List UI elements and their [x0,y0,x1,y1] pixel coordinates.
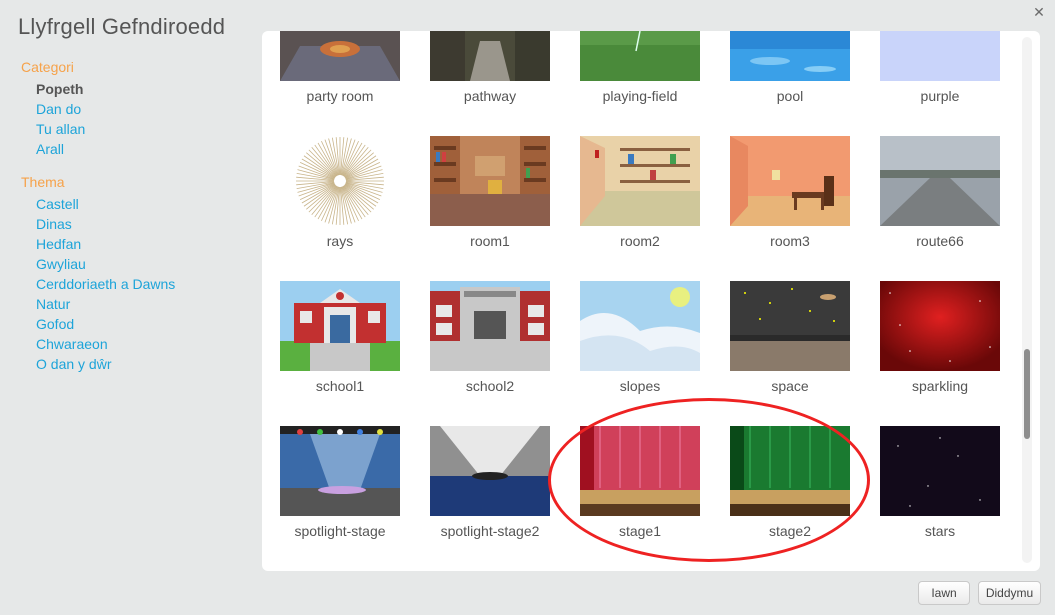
backdrop-thumbnail [730,31,850,81]
backdrop-thumbnail [430,426,550,516]
backdrop-label: spotlight-stage [294,523,386,539]
theme-hedfan[interactable]: Hedfan [36,236,82,252]
backdrop-thumbnail [880,31,1000,81]
category-tu-allan[interactable]: Tu allan [36,121,86,137]
backdrop-tile-pool[interactable]: pool [712,31,852,161]
cancel-button[interactable]: Diddymu [978,581,1041,605]
backdrop-label: space [771,378,809,394]
backdrop-thumbnail [580,31,700,81]
backdrop-tile-route66[interactable]: route66 [862,136,1002,266]
backdrop-tile-slopes[interactable]: slopes [562,281,702,411]
backdrop-library-panel: party room pathway playing-field pool pu… [262,31,1040,571]
backdrop-label: party room [306,88,374,104]
theme-gwyliau[interactable]: Gwyliau [36,256,86,272]
backdrop-thumbnail [730,136,850,226]
backdrop-tile-spotlight-stage[interactable]: spotlight-stage [262,426,402,556]
backdrop-thumbnail [580,426,700,516]
backdrop-label: school2 [465,378,515,394]
backdrop-tile-stage1[interactable]: stage1 [562,426,702,556]
backdrop-tile-pathway[interactable]: pathway [412,31,552,161]
theme-dinas[interactable]: Dinas [36,216,72,232]
backdrop-label: route66 [916,233,964,249]
backdrop-label: slopes [619,378,661,394]
backdrop-label: spotlight-stage2 [440,523,540,539]
backdrop-thumbnail [280,31,400,81]
category-arall[interactable]: Arall [36,141,65,157]
backdrop-tile-rays[interactable]: rays [262,136,402,266]
backdrop-tile-space[interactable]: space [712,281,852,411]
backdrop-thumbnail [880,136,1000,226]
backdrop-tile-school2[interactable]: school2 [412,281,552,411]
backdrop-tile-party-room[interactable]: party room [262,31,402,161]
scrollbar-thumb[interactable] [1024,349,1030,439]
theme-natur[interactable]: Natur [36,296,71,312]
backdrop-thumbnail [430,136,550,226]
category-heading: Categori [21,59,74,75]
backdrop-label: purple [920,88,960,104]
backdrop-tile-school1[interactable]: school1 [262,281,402,411]
backdrop-thumbnail [280,281,400,371]
backdrop-tile-purple[interactable]: purple [862,31,1002,161]
theme-o-dan-y-dwr[interactable]: O dan y dŵr [36,356,112,372]
backdrop-tile-room2[interactable]: room2 [562,136,702,266]
backdrop-tile-stars[interactable]: stars [862,426,1002,556]
theme-heading: Thema [21,174,65,190]
scrollbar[interactable] [1022,37,1032,563]
theme-castell[interactable]: Castell [36,196,79,212]
backdrop-label: stars [924,523,956,539]
backdrop-thumbnail [730,281,850,371]
backdrop-label: school1 [315,378,365,394]
category-dan-do[interactable]: Dan do [36,101,82,117]
backdrop-thumbnail [880,281,1000,371]
backdrop-label: pool [776,88,804,104]
theme-chwaraeon[interactable]: Chwaraeon [36,336,108,352]
backdrop-tile-playing-field[interactable]: playing-field [562,31,702,161]
theme-cerddoriaeth-a-dawns[interactable]: Cerddoriaeth a Dawns [36,276,176,292]
backdrop-label: room1 [470,233,510,249]
category-popeth[interactable]: Popeth [36,81,84,97]
backdrop-label: sparkling [911,378,969,394]
backdrop-thumbnail [430,281,550,371]
backdrop-tile-room1[interactable]: room1 [412,136,552,266]
backdrop-thumbnail [880,426,1000,516]
backdrop-thumbnail [430,31,550,81]
backdrop-thumbnail [280,136,400,226]
backdrop-label: stage2 [768,523,812,539]
backdrop-label: playing-field [602,88,678,104]
backdrop-thumbnail [280,426,400,516]
backdrop-tile-room3[interactable]: room3 [712,136,852,266]
backdrop-label: room3 [770,233,810,249]
close-icon[interactable]: ✕ [1033,4,1045,20]
backdrop-grid: party room pathway playing-field pool pu… [262,31,1022,571]
backdrop-tile-stage2[interactable]: stage2 [712,426,852,556]
backdrop-thumbnail [730,426,850,516]
backdrop-label: rays [326,233,354,249]
backdrop-thumbnail [580,281,700,371]
backdrop-label: stage1 [618,523,662,539]
backdrop-tile-sparkling[interactable]: sparkling [862,281,1002,411]
theme-gofod[interactable]: Gofod [36,316,75,332]
dialog-title: Llyfrgell Gefndiroedd [18,14,226,39]
ok-button[interactable]: Iawn [918,581,970,605]
backdrop-label: pathway [463,88,517,104]
backdrop-label: room2 [620,233,660,249]
backdrop-tile-spotlight-stage2[interactable]: spotlight-stage2 [412,426,552,556]
backdrop-thumbnail [580,136,700,226]
